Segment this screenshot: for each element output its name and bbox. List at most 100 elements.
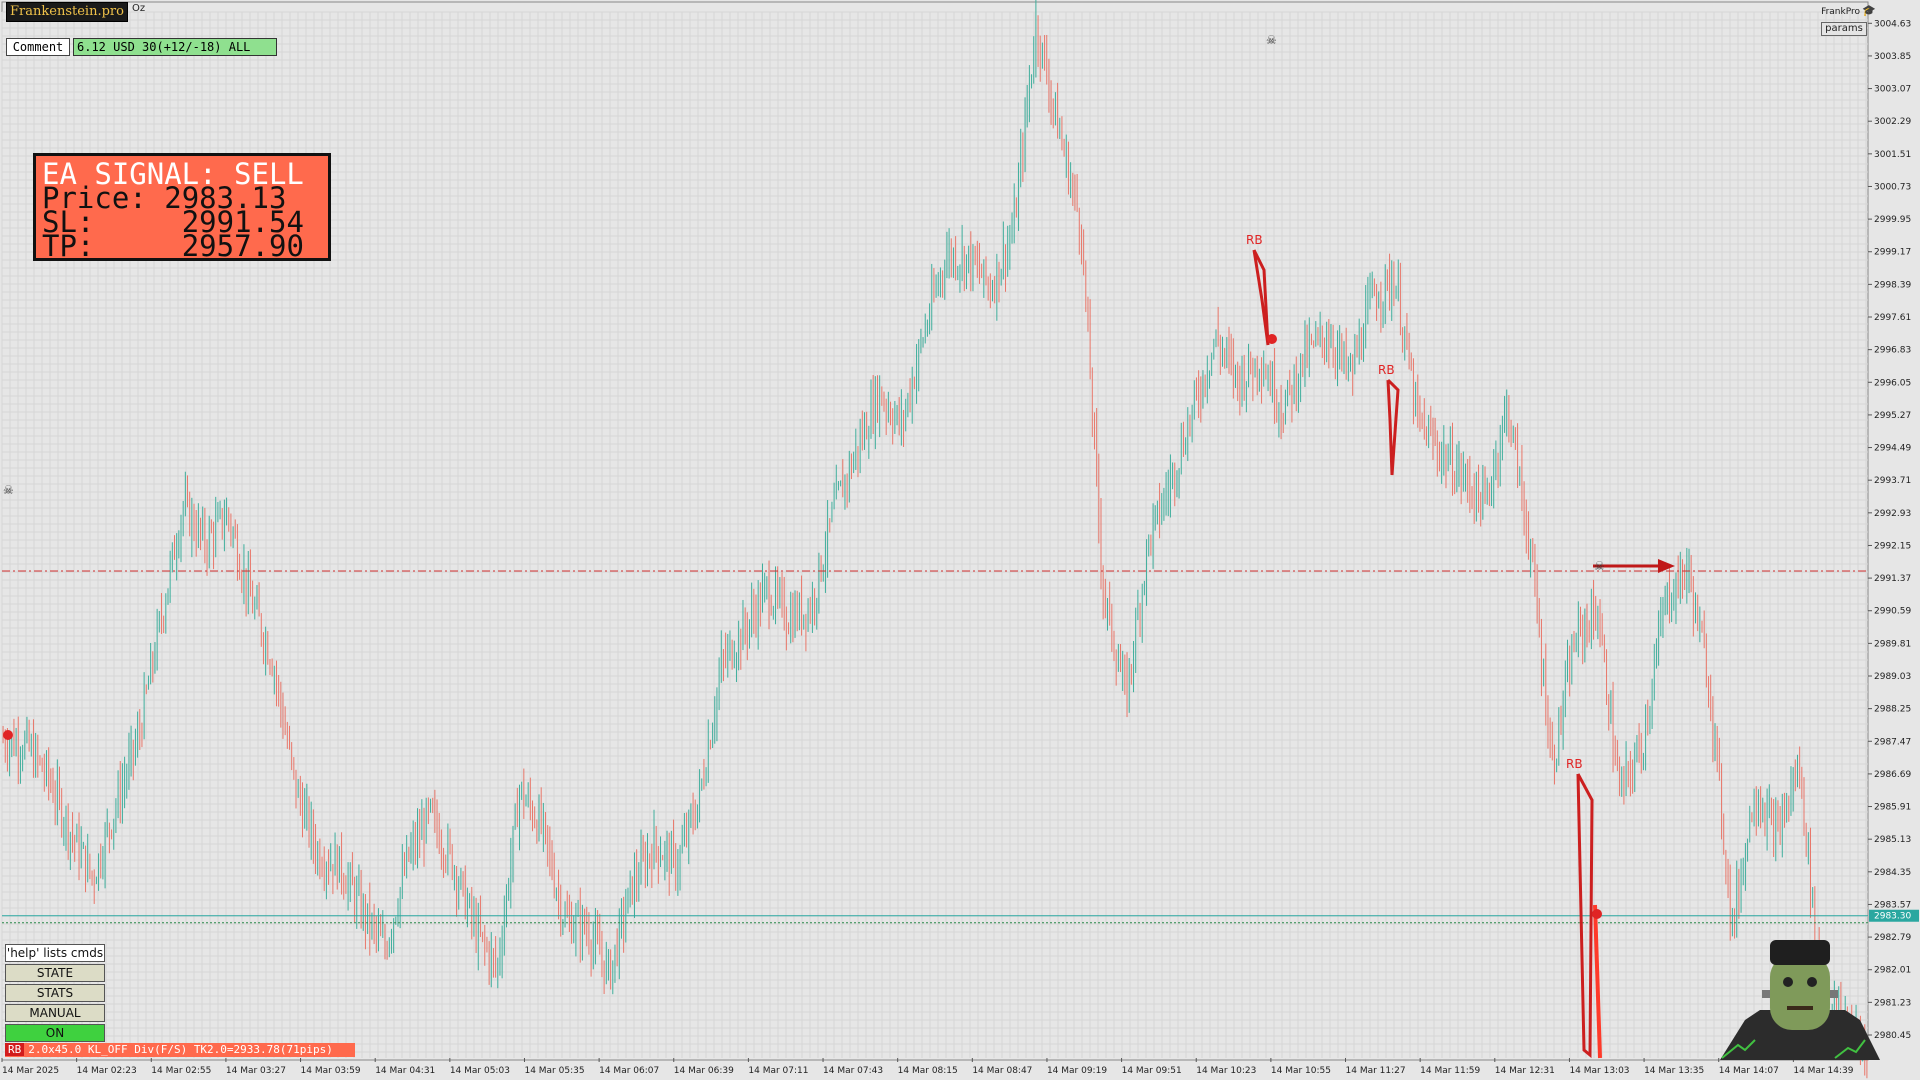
signal-tp-row: TP: 2957.90 [42, 232, 328, 261]
x-tick-label: 14 Mar 03:59 [301, 1066, 361, 1076]
y-tick-label: 2991.37 [1874, 574, 1911, 584]
x-tick-label: 14 Mar 05:03 [450, 1066, 510, 1076]
on-toggle-button[interactable]: ON [5, 1024, 105, 1042]
x-tick-label: 14 Mar 06:07 [599, 1066, 659, 1076]
x-tick-label: 14 Mar 09:19 [1047, 1066, 1107, 1076]
state-button[interactable]: STATE [5, 964, 105, 982]
x-tick-label: 14 Mar 06:39 [674, 1066, 734, 1076]
x-tick-label: 14 Mar 09:51 [1122, 1066, 1182, 1076]
rb-label: RB [1246, 233, 1263, 247]
y-tick-label: 2992.93 [1874, 509, 1911, 519]
rb-label: RB [1378, 363, 1395, 377]
y-tick-label: 3003.85 [1874, 52, 1911, 62]
x-tick-label: 14 Mar 04:31 [375, 1066, 435, 1076]
help-command-button[interactable]: 'help' lists cmds [5, 944, 105, 962]
rb-markers: RB RB RB [1246, 233, 1602, 1059]
rb-label: RB [1566, 757, 1583, 771]
candle-series [2, 0, 1868, 1079]
chart-grid [1, 11, 1868, 1058]
current-price-label: 2983.30 [1874, 912, 1911, 922]
status-text: 2.0x45.0 KL_OFF Div(F/S) TK2.0=2933.78(7… [28, 1043, 333, 1056]
status-tag: RB [5, 1043, 25, 1056]
status-bar: RB 2.0x45.0 KL_OFF Div(F/S) TK2.0=2933.78… [5, 1043, 355, 1057]
signal-sl-row: SL: 2991.54 [42, 208, 328, 237]
rb-pattern [1386, 378, 1400, 476]
x-tick-label: 14 Mar 14:07 [1719, 1066, 1779, 1076]
y-tick-label: 2992.15 [1874, 541, 1911, 551]
params-button[interactable]: params [1821, 22, 1867, 36]
skull-icon-top: ☠ [1266, 33, 1277, 47]
y-tick-label: 3001.51 [1874, 150, 1911, 160]
y-tick-label: 2993.71 [1874, 476, 1911, 486]
y-tick-label: 2997.61 [1874, 313, 1911, 323]
y-tick-label: 2988.25 [1874, 705, 1911, 715]
y-tick-label: 3004.63 [1874, 19, 1911, 29]
x-tick-label: 14 Mar 2025 [2, 1066, 59, 1076]
x-tick-label: 14 Mar 02:23 [77, 1066, 137, 1076]
graduation-cap-icon: 🎓 [1862, 4, 1876, 17]
y-tick-label: 2994.49 [1874, 444, 1911, 454]
x-tick-label: 14 Mar 11:59 [1420, 1066, 1480, 1076]
y-tick-label: 2995.27 [1874, 411, 1911, 421]
x-tick-label: 14 Mar 13:35 [1644, 1066, 1704, 1076]
y-tick-label: 2984.35 [1874, 868, 1911, 878]
x-tick-label: 14 Mar 14:39 [1793, 1066, 1853, 1076]
skull-icon: ☠ [1594, 559, 1605, 573]
y-tick-label: 2996.05 [1874, 378, 1911, 388]
signal-sl-label: SL: [42, 205, 95, 239]
y-tick-label: 3000.73 [1874, 182, 1911, 192]
price-lines [2, 570, 1868, 924]
y-tick-label: 2996.83 [1874, 346, 1911, 356]
comment-button[interactable]: Comment [6, 38, 70, 56]
y-tick-label: 2982.01 [1874, 966, 1911, 976]
skull-icon-left: ☠ [3, 483, 14, 497]
x-tick-label: 14 Mar 10:55 [1271, 1066, 1331, 1076]
y-tick-label: 2986.69 [1874, 770, 1911, 780]
time-axis: 14 Mar 2025 14 Mar 02:23 14 Mar 02:55 14 Ma… [1, 1058, 1854, 1076]
y-tick-label: 2983.57 [1874, 900, 1911, 910]
y-tick-label: 2981.23 [1874, 998, 1911, 1008]
x-tick-label: 14 Mar 02:55 [151, 1066, 211, 1076]
y-tick-label: 2987.47 [1874, 737, 1911, 747]
x-tick-label: 14 Mar 11:27 [1346, 1066, 1406, 1076]
x-tick-label: 14 Mar 03:27 [226, 1066, 286, 1076]
trade-marker-right [1592, 909, 1602, 919]
profit-badge: 6.12 USD 30(+12/-18) ALL [73, 38, 277, 56]
y-tick-label: 2990.59 [1874, 607, 1911, 617]
y-tick-label: 2980.45 [1874, 1031, 1911, 1041]
y-tick-label: 3002.29 [1874, 117, 1911, 127]
mascot-frankenstein [1720, 940, 1880, 1060]
signal-tp-label: TP: [42, 229, 95, 263]
frankpro-label: FrankPro [1821, 7, 1860, 17]
x-tick-label: 14 Mar 12:31 [1495, 1066, 1555, 1076]
manual-button[interactable]: MANUAL [5, 1004, 105, 1022]
signal-tp-value: 2957.90 [181, 229, 304, 263]
trade-marker-left [3, 730, 13, 740]
symbol-suffix: Oz [132, 3, 146, 14]
ea-signal-panel: EA SIGNAL: SELL Price: 2983.13 SL: 2991.… [33, 153, 331, 261]
x-tick-label: 14 Mar 07:43 [823, 1066, 883, 1076]
sl-arrow-marker: ☠ [1593, 559, 1675, 573]
current-price-tag [1869, 909, 1919, 922]
y-tick-label: 3003.07 [1874, 85, 1911, 95]
rb-pattern [1576, 773, 1594, 1059]
sell-trade-line [1593, 904, 1602, 1059]
x-tick-label: 14 Mar 07:11 [748, 1066, 808, 1076]
y-tick-label: 2982.79 [1874, 933, 1911, 943]
signal-price-label: Price: [42, 181, 147, 215]
x-tick-label: 14 Mar 05:35 [524, 1066, 584, 1076]
rb-pattern [1252, 249, 1270, 346]
x-tick-label: 14 Mar 13:03 [1569, 1066, 1629, 1076]
signal-title: EA SIGNAL: SELL [42, 157, 304, 191]
signal-sl-value: 2991.54 [181, 205, 304, 239]
signal-price-row: Price: 2983.13 [42, 184, 328, 213]
x-tick-label: 14 Mar 08:47 [972, 1066, 1032, 1076]
y-tick-label: 2985.91 [1874, 803, 1911, 813]
y-tick-label: 2989.81 [1874, 639, 1911, 649]
trade-marker-mid [1267, 334, 1277, 344]
price-axis: 3004.63 3003.85 3003.07 3002.29 3001.51 3000.… [1868, 19, 1919, 1041]
x-tick-label: 14 Mar 10:23 [1196, 1066, 1256, 1076]
stats-button[interactable]: STATS [5, 984, 105, 1002]
brand-logo: Frankenstein.pro [6, 2, 128, 22]
